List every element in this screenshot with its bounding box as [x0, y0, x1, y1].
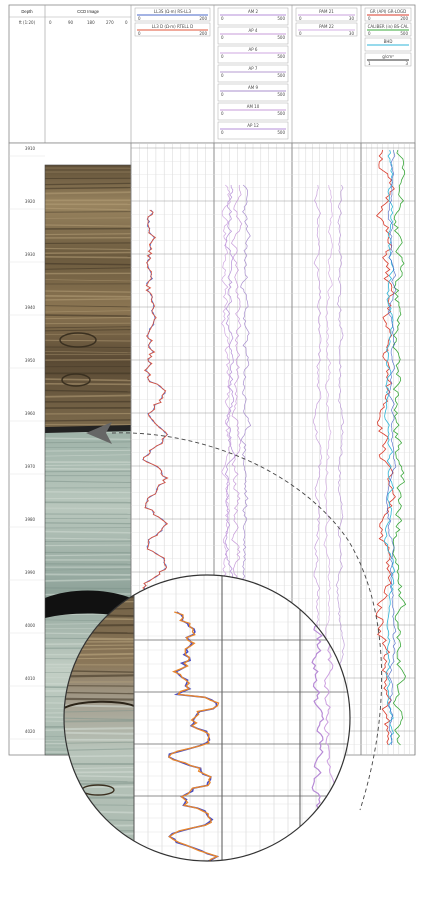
depth-tick-label: 3940: [25, 305, 36, 310]
depth-track-unit: ft (1:20): [19, 20, 36, 25]
curve-name-label: AM 10: [247, 104, 260, 109]
curve-name-label: PAM 21: [319, 9, 334, 14]
curve-name-label: AM 9: [248, 85, 258, 90]
azimuth-tick-label: 90: [68, 20, 74, 25]
curve-name-label: g/cm³: [382, 54, 394, 59]
curve-max-label: 500: [277, 92, 285, 97]
curve-name-label: AP 12: [247, 123, 259, 128]
depth-tick-label: 4020: [25, 729, 36, 734]
curve-max-label: 500: [277, 130, 285, 135]
depth-tick-label: 3980: [25, 517, 36, 522]
depth-tick-label: 3950: [25, 358, 36, 363]
depth-tick-label: 3960: [25, 411, 36, 416]
curve-name-label: AP 6: [249, 47, 258, 52]
curve-max-label: 500: [400, 31, 408, 36]
curve-name-label: BHD: [384, 39, 393, 44]
depth-tick-label: 4010: [25, 676, 36, 681]
curve-name-label: CALIBER (in) BS-CAL: [368, 24, 409, 29]
curve-name-label: GR (API) GR-LOGD: [370, 9, 406, 14]
azimuth-tick-label: 180: [87, 20, 95, 25]
depth-tick-label: 3920: [25, 199, 36, 204]
curve-max-label: 200: [199, 31, 207, 36]
depth-tick-label: 3990: [25, 570, 36, 575]
depth-tick-label: 3930: [25, 252, 36, 257]
curve-max-label: 30: [349, 16, 355, 21]
curve-name-label: AM 2: [248, 9, 258, 14]
depth-tick-label: 4000: [25, 623, 36, 628]
depth-track-title: Depth: [21, 9, 33, 14]
azimuth-tick-label: 270: [106, 20, 114, 25]
curve-name-label: LL3S (Ω·m) RS-LL3: [154, 9, 192, 14]
curve-name-label: PAM 22: [319, 24, 334, 29]
curve-max-label: 500: [277, 16, 285, 21]
curve-name-label: LL3 D (Ω·m) RTELL D: [152, 24, 194, 29]
curve-max-label: 500: [277, 111, 285, 116]
curve-name-label: AP 4: [249, 28, 258, 33]
image-track-title: CCD Image: [77, 9, 100, 14]
curve-max-label: 500: [277, 54, 285, 59]
curve-max-label: 30: [349, 31, 355, 36]
curve-max-label: 200: [199, 16, 207, 21]
depth-tick-label: 3970: [25, 464, 36, 469]
curve-name-label: AP 7: [249, 66, 258, 71]
curve-max-label: 500: [277, 35, 285, 40]
curve-max-label: 500: [277, 73, 285, 78]
depth-tick-label: 3910: [25, 146, 36, 151]
curve-max-label: 200: [400, 16, 408, 21]
